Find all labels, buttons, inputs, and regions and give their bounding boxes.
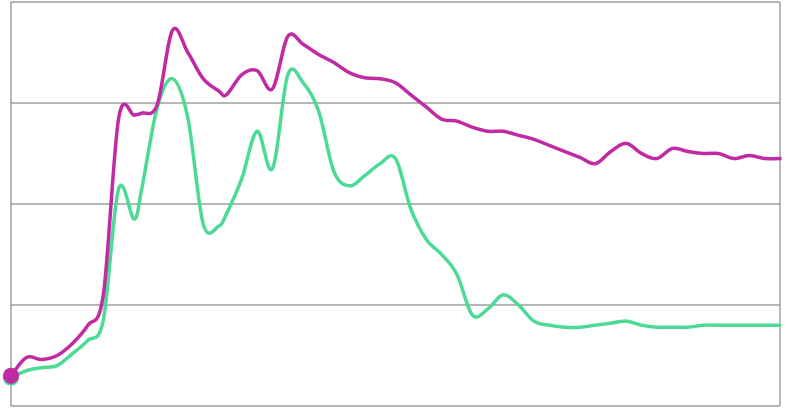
series-line-2 (9, 67, 782, 380)
marker-layer (3, 367, 19, 386)
series-1-start-point[interactable] (3, 367, 19, 384)
series-layer (9, 26, 782, 380)
grid-layer (10, 1, 781, 407)
series-line-1 (9, 26, 782, 378)
